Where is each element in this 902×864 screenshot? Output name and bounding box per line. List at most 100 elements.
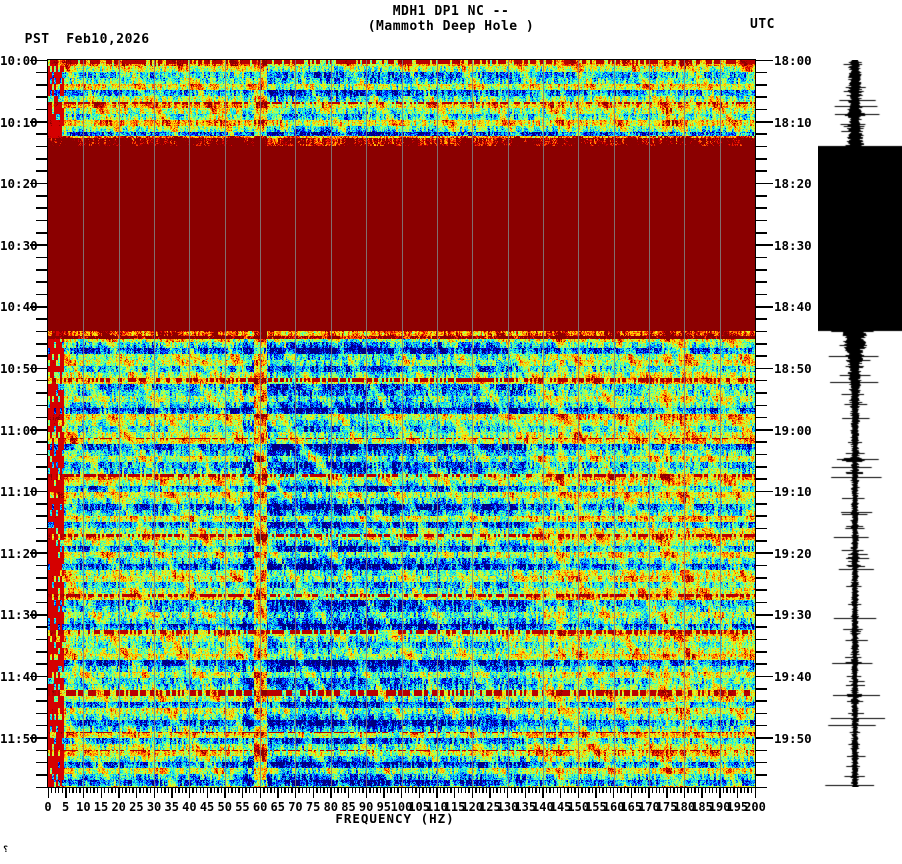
tick-major-left: [30, 613, 48, 616]
spectrogram-panel[interactable]: [48, 60, 755, 787]
freq-tick-major: [277, 787, 279, 798]
freq-tick-minor: [609, 787, 611, 793]
freq-tick-minor: [68, 787, 71, 793]
freq-tick-minor: [220, 787, 223, 793]
tick-minor-left: [36, 724, 48, 727]
freq-tick-minor: [535, 787, 537, 793]
freq-tick-minor: [393, 787, 396, 793]
freq-tick-minor: [694, 787, 696, 793]
time-axis-utc: 18:00 18:10 18:20 18:30 18:40 18:50 19:00 19:10…: [755, 0, 902, 864]
freq-tick-minor: [316, 787, 318, 793]
tick-major-right: [755, 121, 773, 123]
freq-tick-minor: [510, 787, 512, 793]
timezone-label-pst: PST Feb10,2026: [8, 17, 150, 47]
tick-minor-left: [36, 663, 48, 665]
tick-minor-left: [36, 540, 48, 542]
freq-tick-minor: [203, 787, 205, 793]
tick-minor-left: [36, 392, 48, 394]
freq-tick-major: [224, 787, 226, 798]
freq-tick-major: [312, 787, 315, 798]
freq-tick-minor: [705, 787, 707, 793]
tick-minor-right: [755, 786, 767, 789]
freq-tick-major: [507, 787, 509, 798]
freq-tick-minor: [634, 787, 636, 793]
freq-tick-minor: [673, 787, 675, 793]
freq-tick-label: 190: [708, 800, 731, 814]
freq-tick-label: 40: [182, 800, 197, 814]
freq-tick-minor: [662, 787, 664, 793]
freq-tick-major: [577, 787, 580, 798]
freq-tick-minor: [499, 787, 502, 793]
freq-tick-label: 10: [76, 800, 91, 814]
tick-minor-right: [755, 749, 767, 752]
freq-tick-minor: [627, 787, 629, 793]
freq-tick-label: 30: [146, 800, 162, 814]
freq-tick-major: [471, 787, 474, 798]
freq-tick-minor: [86, 787, 88, 793]
freq-tick-minor: [415, 787, 417, 793]
freq-tick-minor: [181, 787, 184, 793]
freq-tick-minor: [588, 787, 590, 793]
freq-tick-minor: [160, 787, 162, 793]
freq-tick-minor: [531, 787, 534, 793]
freq-tick-minor: [517, 787, 520, 793]
freq-tick-minor: [213, 787, 216, 793]
tick-minor-left: [36, 145, 48, 148]
tick-major-left: [30, 367, 48, 370]
tick-minor-right: [755, 318, 767, 320]
time-tick-label-utc: 19:00: [774, 422, 812, 438]
tick-major-left: [30, 121, 48, 123]
freq-tick-major: [542, 787, 544, 798]
freq-tick-label: 125: [479, 800, 501, 814]
tick-minor-left: [36, 700, 48, 702]
freq-tick-label: 110: [426, 800, 448, 814]
tick-minor-right: [755, 268, 767, 271]
freq-tick-label: 70: [288, 800, 303, 814]
tick-minor-right: [755, 453, 767, 456]
freq-tick-major: [613, 787, 615, 798]
freq-tick-label: 145: [549, 800, 572, 814]
tick-minor-left: [36, 330, 48, 333]
freq-tick-minor: [376, 787, 378, 793]
freq-tick-minor: [581, 787, 583, 793]
frequency-axis: 0 5 10 15 20 25 30 35 40 45 50 55 60 65 70 75 80 85 90 95 10…: [0, 787, 902, 864]
freq-tick-minor: [128, 787, 131, 793]
time-tick-label-utc: 18:20: [774, 176, 812, 192]
tick-minor-left: [36, 453, 48, 456]
freq-tick-minor: [528, 787, 530, 793]
freq-tick-minor: [651, 787, 654, 793]
freq-tick-minor: [408, 787, 410, 793]
freq-tick-label: 0: [44, 800, 52, 814]
freq-tick-minor: [659, 787, 661, 793]
freq-tick-minor: [553, 787, 555, 793]
freq-tick-major: [719, 787, 721, 798]
freq-tick-major: [188, 787, 191, 798]
tick-major-right: [755, 244, 773, 246]
freq-tick-major: [666, 787, 668, 798]
freq-tick-major: [365, 787, 368, 798]
tick-minor-left: [36, 342, 48, 345]
freq-tick-minor: [722, 787, 725, 793]
freq-tick-minor: [464, 787, 467, 793]
freq-tick-major: [82, 787, 85, 798]
freq-tick-minor: [266, 787, 269, 793]
tick-minor-left: [36, 589, 48, 591]
time-axis-pst: 10:00 10:10 10:20 10:30 10:40 10:50 11:00 11:10…: [0, 0, 48, 864]
tick-major-right: [755, 182, 773, 185]
freq-tick-label: 120: [461, 800, 484, 814]
freq-tick-minor: [521, 787, 523, 793]
freq-tick-minor: [238, 787, 240, 793]
freq-tick-minor: [248, 787, 251, 793]
freq-tick-minor: [234, 787, 237, 793]
tick-minor-right: [755, 540, 767, 542]
freq-tick-minor: [655, 787, 657, 793]
freq-tick-major: [454, 787, 456, 798]
freq-tick-minor: [591, 787, 594, 793]
tick-minor-right: [755, 342, 767, 345]
freq-tick-minor: [340, 787, 343, 793]
freq-tick-major: [241, 787, 244, 798]
tick-minor-right: [755, 527, 767, 530]
tick-major-right: [755, 675, 773, 678]
tick-minor-right: [755, 441, 767, 444]
time-tick-label-pst: 11:10: [0, 484, 38, 500]
